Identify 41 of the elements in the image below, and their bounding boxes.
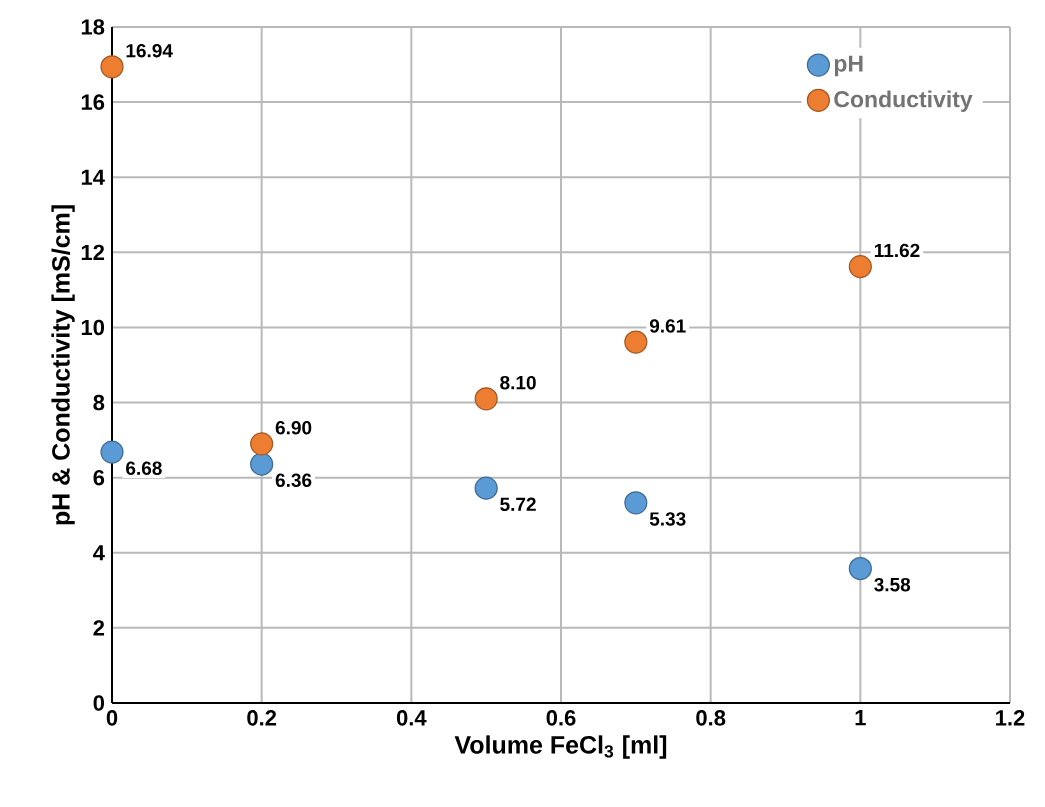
- x-tick-label: 0.4: [396, 710, 427, 726]
- y-tick-label: 16: [81, 94, 105, 110]
- data-label: 6.90: [275, 421, 312, 435]
- x-tick-label: 1: [855, 710, 866, 726]
- data-label: 3.58: [874, 577, 911, 592]
- point: [848, 556, 872, 581]
- data-label: 5.72: [500, 497, 536, 512]
- y-tick-label: 6: [93, 469, 105, 486]
- x-tick-label: 0.8: [696, 710, 726, 726]
- x-tick-label: 1.2: [996, 710, 1025, 726]
- point: [250, 452, 274, 476]
- data-label: 9.61: [649, 319, 686, 333]
- y-tick-label: 0: [93, 695, 105, 711]
- x-axis-title: Volume FeCl$_{3}$ [ml]: [454, 735, 667, 759]
- legend-label: pH: [834, 55, 863, 77]
- point: [100, 55, 124, 79]
- y-tick-label: 8: [93, 394, 105, 411]
- y-axis-title: pH & Conductivity [mS/cm]: [51, 205, 75, 525]
- y-tick-label: 10: [81, 319, 105, 336]
- point: [474, 476, 498, 500]
- y-tick-label: 2: [93, 620, 105, 636]
- point: [624, 330, 648, 354]
- x-tick-label: 0.2: [247, 710, 277, 726]
- data-label: 6.36: [275, 473, 312, 488]
- data-label: 6.68: [126, 461, 162, 475]
- point: [100, 440, 124, 464]
- y-tick-label: 18: [81, 19, 105, 35]
- y-tick-label: 12: [81, 244, 105, 260]
- data-label: 5.33: [649, 512, 686, 526]
- point: [250, 432, 274, 456]
- y-tick-label: 14: [81, 169, 105, 185]
- point: [848, 254, 872, 279]
- data-label: 11.62: [874, 243, 920, 258]
- x-tick-label: 0: [106, 710, 118, 726]
- point: [624, 491, 648, 515]
- data-label: 16.94: [126, 43, 173, 58]
- x-tick-label: 0.6: [546, 710, 576, 726]
- data-label: 8.10: [500, 375, 536, 390]
- legend-label: Conductivity: [834, 90, 973, 112]
- y-tick-label: 4: [93, 545, 105, 561]
- point: [474, 387, 498, 411]
